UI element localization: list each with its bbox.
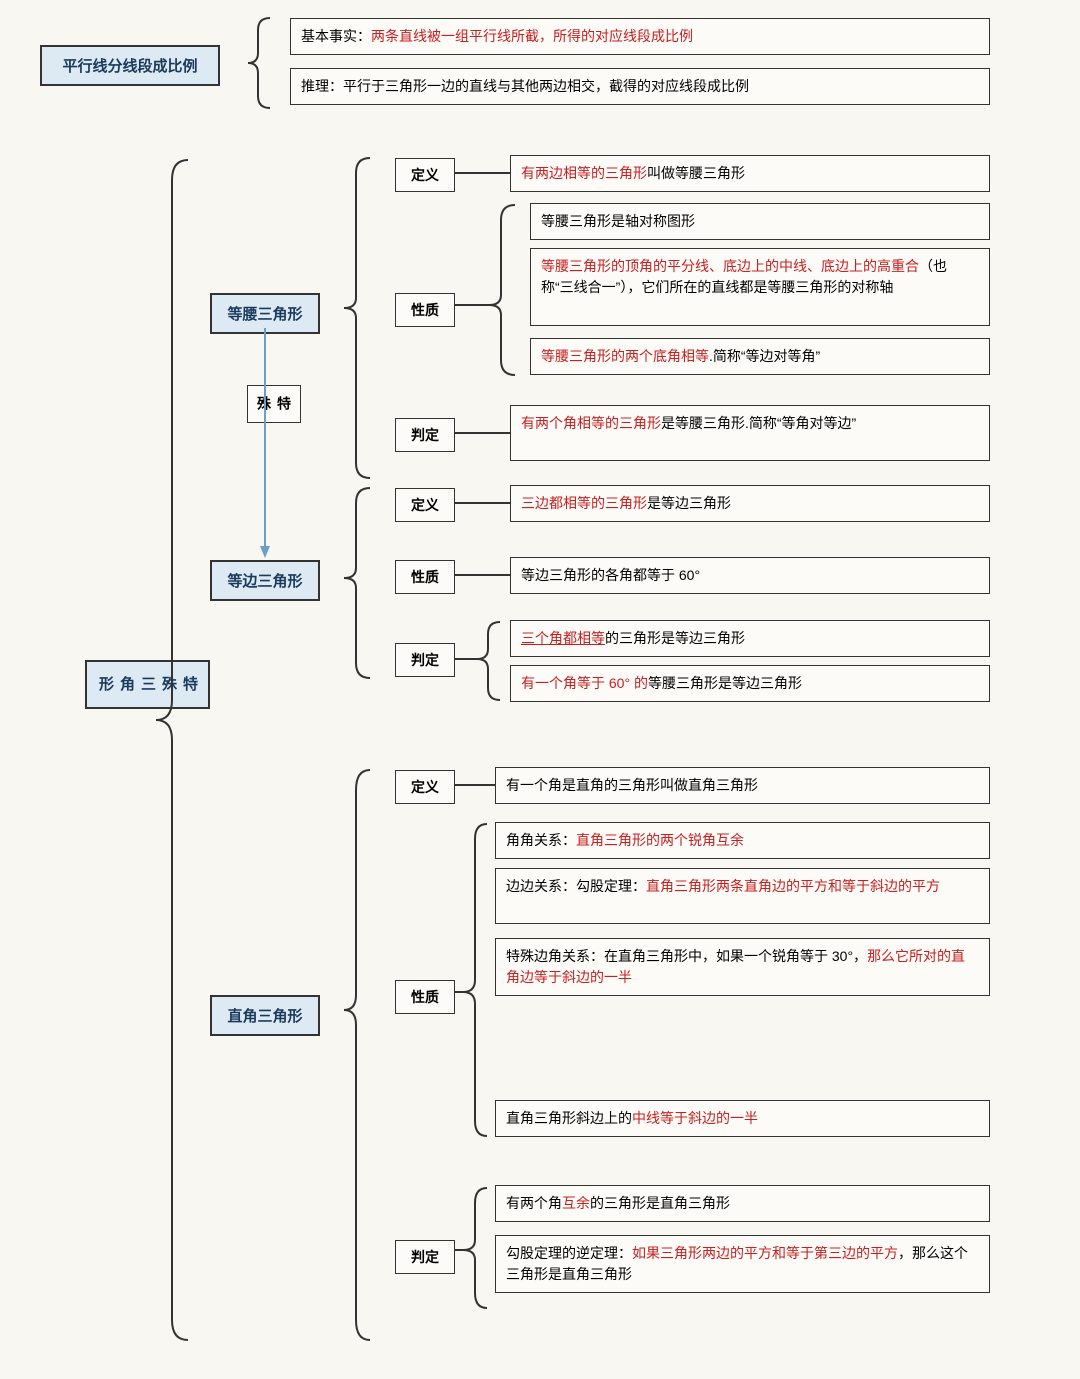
equi-def-label: 定义 [395,488,455,522]
right-def-content: 有一个角是直角的三角形叫做直角三角形 [495,767,990,804]
iso-prop-label: 性质 [395,293,455,327]
right-prop2: 边边关系：勾股定理：直角三角形两条直角边的平方和等于斜边的平方 [495,868,990,924]
right-judge-label: 判定 [395,1240,455,1274]
iso-prop2: 等腰三角形的顶角的平分线、底边上的中线、底边上的高重合（也称“三线合一”），它们… [530,248,990,326]
parallel-lines-root: 平行线分线段成比例 [40,45,220,86]
equi-judge1: 三个角都相等的三角形是等边三角形 [510,620,990,657]
right-prop-label: 性质 [395,980,455,1014]
equilateral-node: 等边三角形 [210,560,320,601]
special-label: 特 殊 [247,385,301,423]
right-judge1: 有两个角互余的三角形是直角三角形 [495,1185,990,1222]
special-arrow [260,328,280,558]
right-def-label: 定义 [395,770,455,804]
right-prop4: 直角三角形斜边上的中线等于斜边的一半 [495,1100,990,1137]
right-judge2: 勾股定理的逆定理：如果三角形两边的平方和等于第三边的平方，那么这个三角形是直角三… [495,1235,990,1293]
equi-prop-content: 等边三角形的各角都等于 60° [510,557,990,594]
iso-prop3: 等腰三角形的两个底角相等.简称“等边对等角” [530,338,990,375]
equi-judge-label: 判定 [395,643,455,677]
isosceles-node: 等腰三角形 [210,293,320,334]
iso-judge-label: 判定 [395,418,455,452]
iso-judge-content: 有两个角相等的三角形是等腰三角形.简称“等角对等边” [510,405,990,461]
right-prop1: 角角关系：直角三角形的两个锐角互余 [495,822,990,859]
right-triangle-node: 直角三角形 [210,995,320,1036]
equi-judge2: 有一个角等于 60° 的等腰三角形是等边三角形 [510,665,990,702]
iso-prop1: 等腰三角形是轴对称图形 [530,203,990,240]
parallel-fact: 基本事实：两条直线被一组平行线所截，所得的对应线段成比例 [290,18,990,55]
equi-def-content: 三边都相等的三角形是等边三角形 [510,485,990,522]
right-prop3: 特殊边角关系：在直角三角形中，如果一个锐角等于 30°，那么它所对的直角边等于斜… [495,938,990,996]
special-triangle-root: 特 殊 三 角 形 [85,660,210,709]
equi-prop-label: 性质 [395,560,455,594]
iso-def-label: 定义 [395,158,455,192]
parallel-infer: 推理：平行于三角形一边的直线与其他两边相交，截得的对应线段成比例 [290,68,990,105]
iso-def-content: 有两边相等的三角形叫做等腰三角形 [510,155,990,192]
